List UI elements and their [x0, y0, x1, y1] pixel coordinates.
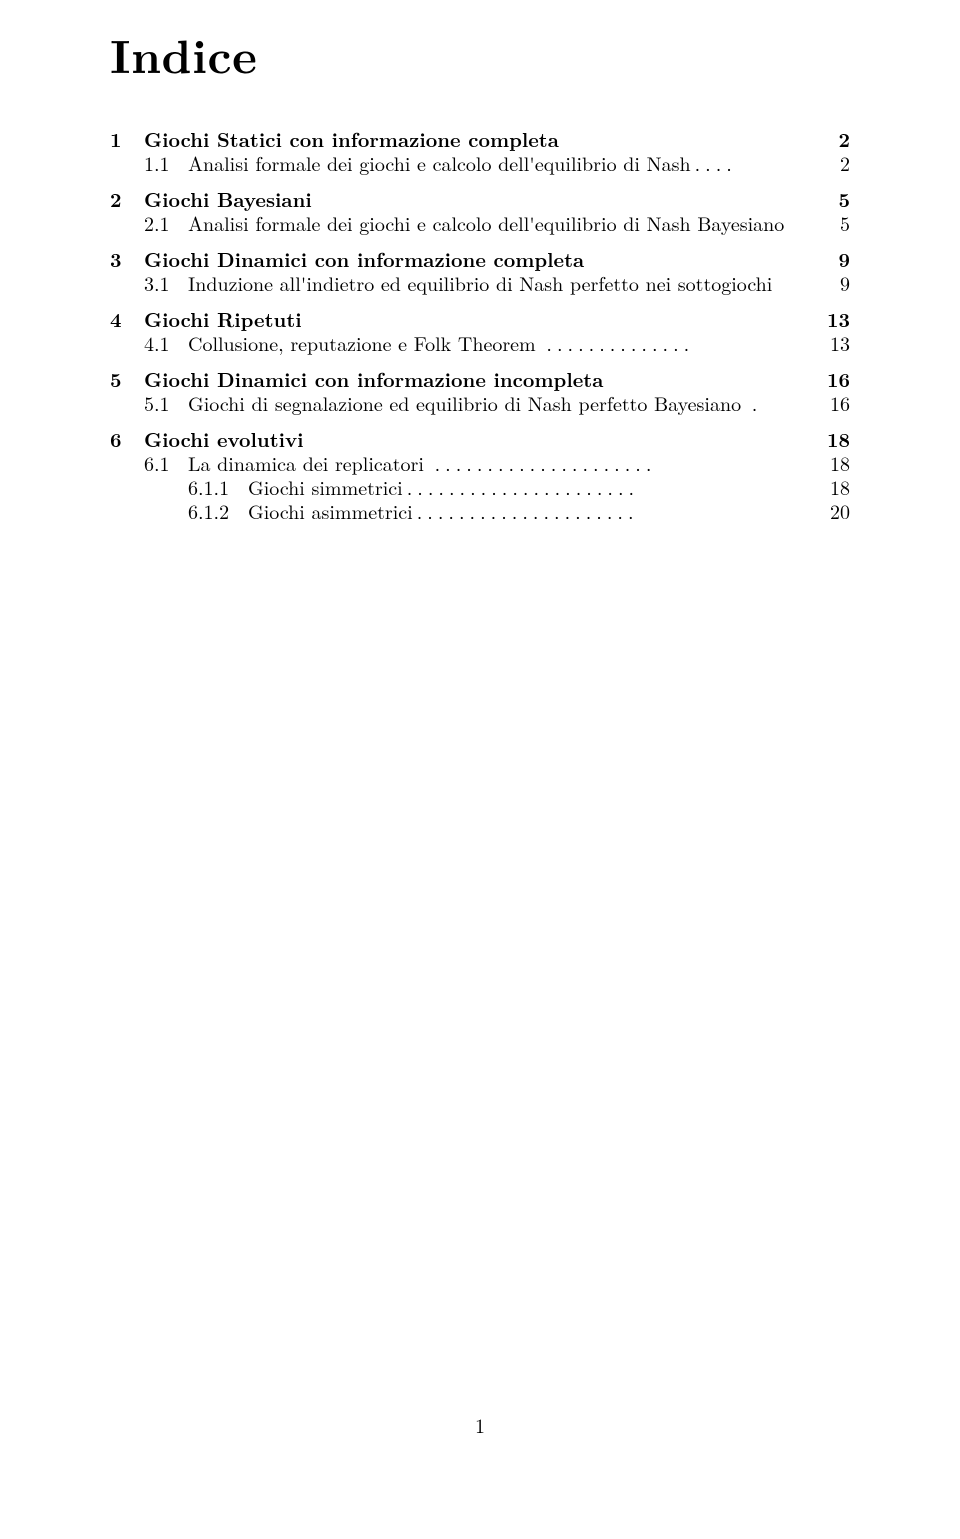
toc-subsubsection-row: 6.1.1Giochi simmetrici..................… — [110, 477, 850, 497]
subsection-title: Giochi di segnalazione ed equilibrio di … — [188, 393, 748, 413]
section-title: Giochi Statici con informazione completa — [144, 129, 559, 149]
toc-subsubsection-row: 6.1.2Giochi asimmetrici.................… — [110, 501, 850, 521]
subsubsection-title: Giochi asimmetrici — [248, 501, 413, 521]
document-page: Indice 1Giochi Statici con informazione … — [0, 0, 960, 1539]
toc-section-row: 1Giochi Statici con informazione complet… — [110, 129, 850, 149]
section-title: Giochi Ripetuti — [144, 309, 302, 329]
toc-section-row: 5Giochi Dinamici con informazione incomp… — [110, 369, 850, 389]
section-title: Giochi evolutivi — [144, 429, 304, 449]
section-number: 4 — [110, 309, 144, 329]
leader-dots: ...................... — [403, 477, 820, 497]
section-page: 13 — [820, 309, 850, 329]
section-number: 1 — [110, 129, 144, 149]
subsubsection-page: 18 — [820, 477, 850, 497]
toc-subsection-row: 4.1Collusione, reputazione e Folk Theore… — [110, 333, 850, 353]
toc-subsection-row: 2.1Analisi formale dei giochi e calcolo … — [110, 213, 850, 233]
subsection-page: 5 — [820, 213, 850, 233]
subsection-number: 6.1 — [144, 453, 188, 473]
subsection-number: 1.1 — [144, 153, 188, 173]
table-of-contents: 1Giochi Statici con informazione complet… — [110, 129, 850, 521]
toc-subsection-row: 6.1La dinamica dei replicatori .........… — [110, 453, 850, 473]
toc-section: 3Giochi Dinamici con informazione comple… — [110, 249, 850, 293]
section-title: Giochi Dinamici con informazione complet… — [144, 249, 584, 269]
toc-subsection-row: 3.1Induzione all'indietro ed equilibrio … — [110, 273, 850, 293]
toc-subsection-row: 5.1Giochi di segnalazione ed equilibrio … — [110, 393, 850, 413]
section-title: Giochi Dinamici con informazione incompl… — [144, 369, 603, 389]
page-number: 1 — [0, 1410, 960, 1439]
subsection-title: Induzione all'indietro ed equilibrio di … — [188, 273, 772, 293]
section-page: 5 — [820, 189, 850, 209]
subsection-number: 3.1 — [144, 273, 188, 293]
leader-dots: ..................... — [413, 501, 820, 521]
subsection-title: La dinamica dei replicatori — [188, 453, 431, 473]
toc-section: 1Giochi Statici con informazione complet… — [110, 129, 850, 173]
subsection-page: 18 — [820, 453, 850, 473]
section-page: 16 — [820, 369, 850, 389]
section-page: 18 — [820, 429, 850, 449]
subsubsection-page: 20 — [820, 501, 850, 521]
subsection-number: 4.1 — [144, 333, 188, 353]
subsection-title: Analisi formale dei giochi e calcolo del… — [188, 213, 784, 233]
subsection-number: 5.1 — [144, 393, 188, 413]
toc-section-row: 4Giochi Ripetuti 13 — [110, 309, 850, 329]
toc-section-row: 2Giochi Bayesiani 5 — [110, 189, 850, 209]
subsection-page: 9 — [820, 273, 850, 293]
leader-dots: . — [748, 393, 820, 413]
leader-dots: ..................... — [431, 453, 820, 473]
subsection-page: 13 — [820, 333, 850, 353]
subsubsection-title: Giochi simmetrici — [248, 477, 403, 497]
subsection-title: Analisi formale dei giochi e calcolo del… — [188, 153, 691, 173]
subsection-page: 2 — [820, 153, 850, 173]
toc-subsection-row: 1.1Analisi formale dei giochi e calcolo … — [110, 153, 850, 173]
section-number: 6 — [110, 429, 144, 449]
subsection-title: Collusione, reputazione e Folk Theorem — [188, 333, 542, 353]
leader-dots: .............. — [542, 333, 820, 353]
subsection-number: 2.1 — [144, 213, 188, 233]
toc-section-row: 3Giochi Dinamici con informazione comple… — [110, 249, 850, 269]
toc-section: 6Giochi evolutivi 186.1La dinamica dei r… — [110, 429, 850, 521]
section-number: 5 — [110, 369, 144, 389]
section-page: 2 — [820, 129, 850, 149]
section-number: 3 — [110, 249, 144, 269]
section-page: 9 — [820, 249, 850, 269]
subsection-page: 16 — [820, 393, 850, 413]
toc-section-row: 6Giochi evolutivi 18 — [110, 429, 850, 449]
section-title: Giochi Bayesiani — [144, 189, 312, 209]
subsubsection-number: 6.1.2 — [188, 501, 248, 521]
leader-dots: .... — [691, 153, 820, 173]
toc-section: 2Giochi Bayesiani 52.1Analisi formale de… — [110, 189, 850, 233]
page-title: Indice — [110, 20, 850, 87]
toc-section: 5Giochi Dinamici con informazione incomp… — [110, 369, 850, 413]
subsubsection-number: 6.1.1 — [188, 477, 248, 497]
toc-section: 4Giochi Ripetuti 134.1Collusione, reputa… — [110, 309, 850, 353]
section-number: 2 — [110, 189, 144, 209]
